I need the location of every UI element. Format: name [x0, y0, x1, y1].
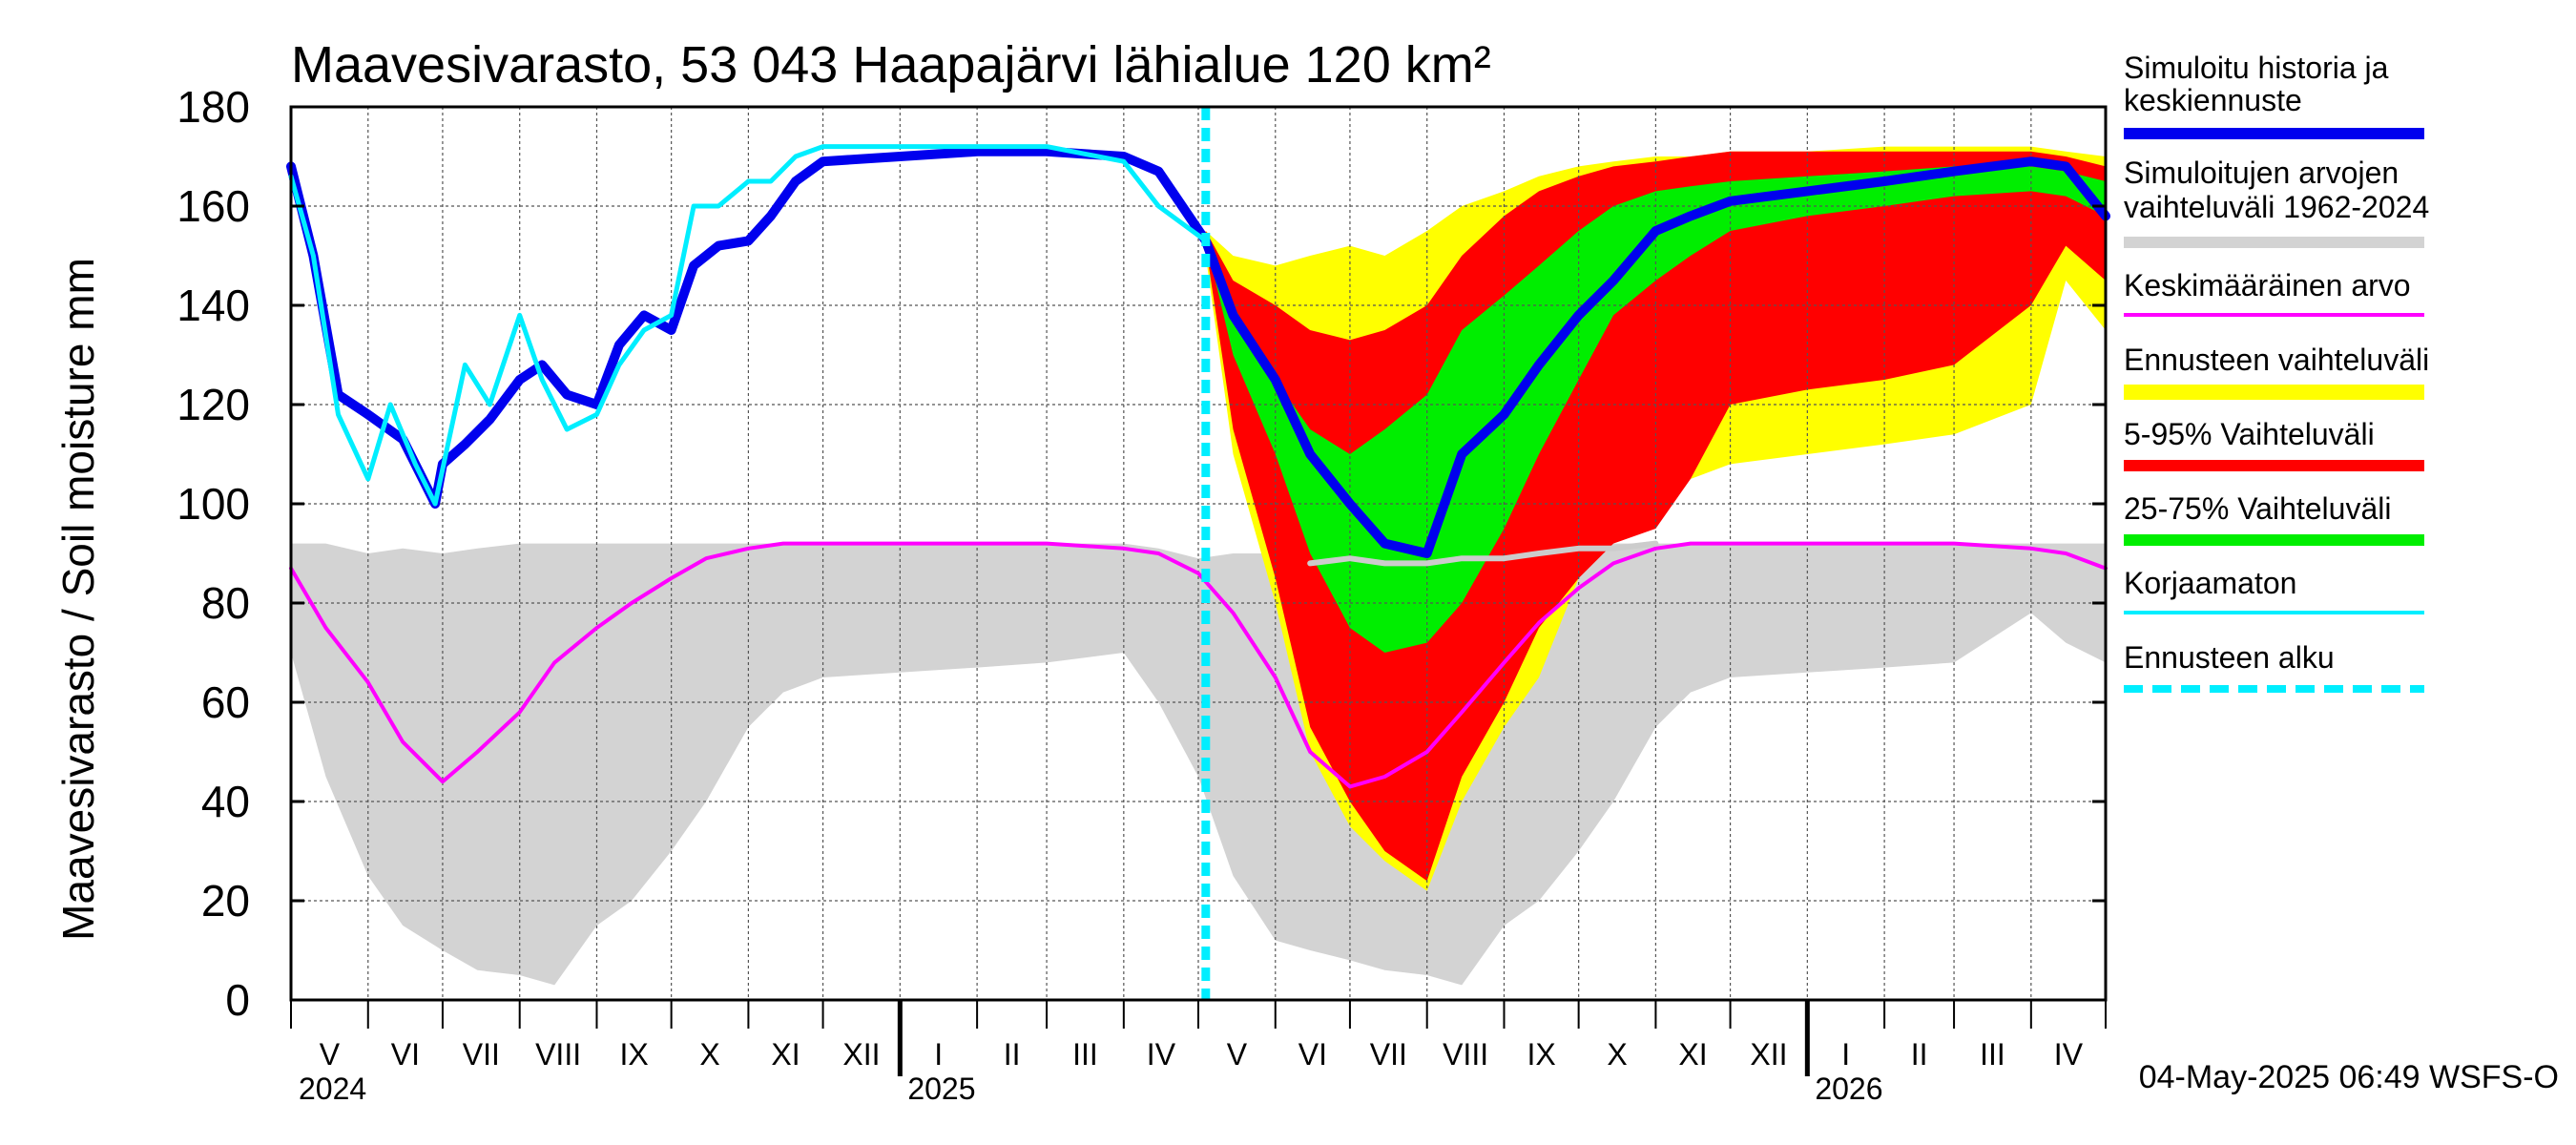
y-tick-label-6: 120 [177, 380, 250, 429]
footer-timestamp: 04-May-2025 06:49 WSFS-O [2139, 1059, 2559, 1095]
year-label-1: 2025 [907, 1072, 975, 1106]
month-label-6: XI [771, 1037, 800, 1072]
chart-title: Maavesivarasto, 53 043 Haapajärvi lähial… [291, 36, 1491, 94]
legend-label-2-0: Keskimääräinen arvo [2124, 268, 2411, 302]
year-label-0: 2024 [299, 1072, 366, 1106]
legend-label-0-1: keskiennuste [2124, 83, 2302, 117]
month-label-7: XII [842, 1037, 880, 1072]
month-label-4: IX [619, 1037, 648, 1072]
month-label-8: I [934, 1037, 943, 1072]
y-tick-label-2: 40 [201, 777, 250, 826]
month-label-23: IV [2054, 1037, 2084, 1072]
band-0 [291, 543, 2106, 986]
legend-label-1-1: vaihteluväli 1962-2024 [2124, 190, 2429, 224]
legend-label-1-0: Simuloitujen arvojen [2124, 156, 2399, 190]
legend-swatch-1 [2124, 237, 2424, 248]
legend-swatch-4 [2124, 460, 2424, 471]
legend-label-3-0: Ennusteen vaihteluväli [2124, 343, 2429, 377]
legend-label-6-0: Korjaamaton [2124, 566, 2296, 600]
month-label-3: VIII [535, 1037, 581, 1072]
legend-swatch-6 [2124, 611, 2424, 614]
legend-swatch-2 [2124, 313, 2424, 317]
month-label-5: X [699, 1037, 719, 1072]
month-label-16: IX [1527, 1037, 1555, 1072]
y-tick-label-8: 160 [177, 181, 250, 231]
y-tick-label-9: 180 [177, 82, 250, 132]
series-line-3 [1307, 540, 1659, 567]
y-tick-label-3: 60 [201, 677, 250, 727]
legend-label-0-0: Simuloitu historia ja [2124, 51, 2389, 85]
legend-swatch-0 [2124, 128, 2424, 139]
y-tick-label-5: 100 [177, 479, 250, 529]
month-label-18: XI [1678, 1037, 1707, 1072]
month-label-12: V [1227, 1037, 1248, 1072]
month-label-20: I [1841, 1037, 1850, 1072]
legend-label-5-0: 25-75% Vaihteluväli [2124, 491, 2391, 526]
series-line-1 [288, 144, 1209, 507]
month-label-0: V [320, 1037, 341, 1072]
month-label-1: VI [391, 1037, 420, 1072]
month-label-17: X [1607, 1037, 1627, 1072]
year-label-2: 2026 [1815, 1072, 1882, 1106]
series-line-0 [286, 146, 2110, 558]
month-label-11: IV [1147, 1037, 1176, 1072]
series-line-2 [289, 541, 2108, 789]
y-tick-label-0: 0 [225, 975, 250, 1025]
y-tick-label-1: 20 [201, 876, 250, 926]
month-label-10: III [1072, 1037, 1098, 1072]
y-axis-label: Maavesivarasto / Soil moisture mm [53, 258, 103, 941]
month-label-21: II [1911, 1037, 1928, 1072]
month-label-13: VI [1298, 1037, 1327, 1072]
y-tick-label-7: 140 [177, 281, 250, 330]
month-label-15: VIII [1443, 1037, 1488, 1072]
legend-swatch-5 [2124, 534, 2424, 546]
month-label-2: VII [463, 1037, 500, 1072]
legend-label-7-0: Ennusteen alku [2124, 640, 2335, 675]
month-label-22: III [1980, 1037, 2005, 1072]
month-label-9: II [1004, 1037, 1021, 1072]
y-tick-label-4: 80 [201, 578, 250, 628]
month-label-14: VII [1370, 1037, 1407, 1072]
legend-label-4-0: 5-95% Vaihteluväli [2124, 417, 2375, 451]
legend-swatch-3 [2124, 385, 2424, 400]
month-label-19: XII [1750, 1037, 1787, 1072]
